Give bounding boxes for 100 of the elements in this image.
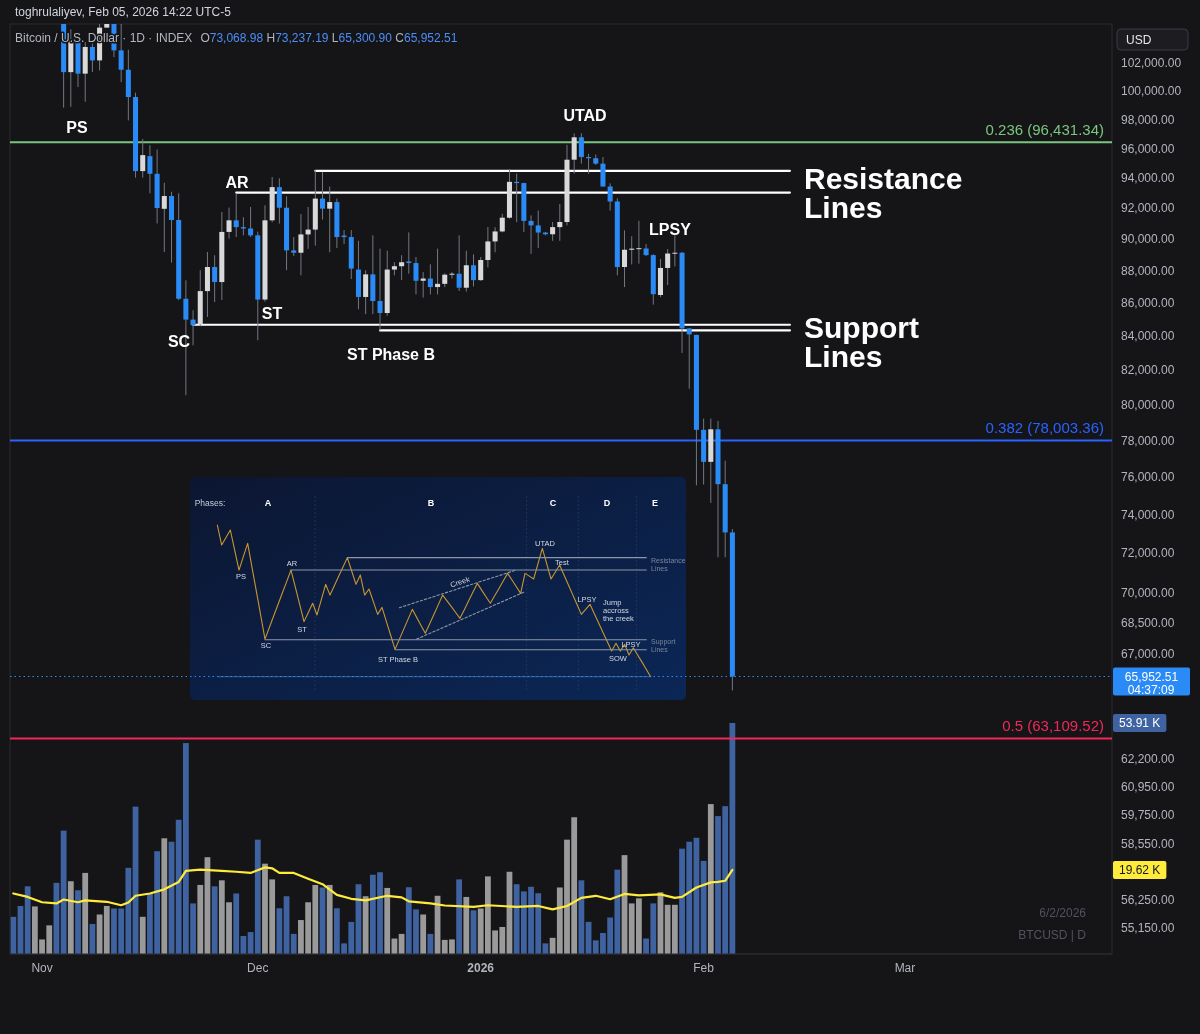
candlestick bbox=[600, 156, 606, 188]
bar bbox=[578, 880, 585, 954]
y-tick-label: 84,000.00 bbox=[1121, 329, 1175, 344]
candlestick bbox=[492, 226, 498, 253]
bar bbox=[60, 830, 67, 954]
bar bbox=[82, 872, 89, 954]
ref-line-label: 0.5 (63,109.52) bbox=[1002, 716, 1104, 734]
y-tick-label: 94,000.00 bbox=[1121, 171, 1175, 186]
bar bbox=[700, 860, 707, 954]
y-tick-label: 96,000.00 bbox=[1121, 141, 1175, 156]
candlestick bbox=[363, 269, 369, 315]
y-tick-label: 56,250.00 bbox=[1121, 893, 1175, 908]
bar bbox=[67, 881, 74, 954]
bar bbox=[254, 839, 261, 954]
y-tick-label: 70,000.00 bbox=[1121, 585, 1175, 600]
candlestick bbox=[485, 226, 491, 268]
candlestick bbox=[427, 263, 433, 295]
candlestick bbox=[168, 191, 175, 264]
y-tick-label: 86,000.00 bbox=[1121, 296, 1175, 311]
candlestick bbox=[686, 327, 692, 390]
annotation: Support Lines bbox=[804, 310, 919, 373]
y-tick-label: 68,500.00 bbox=[1121, 616, 1175, 631]
y-tick-label: 98,000.00 bbox=[1121, 112, 1175, 127]
text: 19.62 K bbox=[1119, 862, 1161, 877]
y-tick-label: 59,750.00 bbox=[1121, 808, 1175, 823]
candlestick bbox=[636, 220, 642, 265]
bar bbox=[456, 879, 463, 954]
candlestick bbox=[212, 254, 218, 303]
y-tick-label: 76,000.00 bbox=[1121, 470, 1175, 485]
bar bbox=[290, 933, 297, 954]
candlestick bbox=[571, 132, 577, 175]
y-tick-label: 58,550.00 bbox=[1121, 836, 1175, 851]
y-tick-label: 67,000.00 bbox=[1121, 647, 1175, 662]
candlestick bbox=[578, 132, 584, 165]
candlestick bbox=[226, 207, 232, 240]
y-tick-label: 90,000.00 bbox=[1121, 232, 1175, 247]
currency-button: USD bbox=[1116, 28, 1189, 51]
y-tick-label: 62,200.00 bbox=[1121, 751, 1175, 766]
candlestick bbox=[463, 250, 469, 293]
annotation: SC bbox=[167, 332, 191, 350]
candlestick bbox=[406, 231, 412, 275]
candlestick bbox=[298, 213, 304, 276]
candlestick bbox=[399, 254, 405, 281]
candlestick bbox=[672, 234, 678, 267]
candlestick bbox=[140, 138, 146, 179]
bar bbox=[89, 923, 96, 954]
text: toghrulaliyev, Feb 05, 2026 14:22 UTC-5 bbox=[15, 5, 232, 19]
bar bbox=[384, 887, 391, 954]
bar bbox=[197, 884, 204, 954]
y-tick-label: 72,000.00 bbox=[1121, 546, 1175, 561]
annotation: ST bbox=[261, 304, 283, 322]
annotation: BTCUSD | D bbox=[1018, 928, 1087, 942]
annotation: D bbox=[603, 498, 611, 508]
y-tick-label: 88,000.00 bbox=[1121, 264, 1175, 278]
annotation: B bbox=[427, 498, 435, 508]
y-tick-label: 100,000.00 bbox=[1121, 84, 1182, 99]
candlestick bbox=[557, 203, 563, 242]
candlestick bbox=[276, 177, 282, 225]
bar bbox=[103, 905, 110, 954]
ref-line-label: 0.382 (78,003.36) bbox=[985, 419, 1104, 437]
text: O73,068.98 H73,237.19 L65,300.90 C65,952.51 bbox=[200, 31, 458, 45]
annotation: A bbox=[264, 498, 272, 508]
bar bbox=[463, 896, 470, 954]
annotation: Resistance Lines bbox=[804, 161, 963, 224]
candlestick bbox=[435, 248, 441, 295]
annotation: PS bbox=[66, 118, 88, 136]
bar bbox=[75, 890, 81, 954]
candlestick bbox=[118, 23, 124, 83]
candlestick bbox=[240, 216, 246, 236]
y-tick-label: 82,000.00 bbox=[1121, 363, 1175, 378]
candlestick bbox=[607, 182, 613, 211]
text: 65,952.51 bbox=[1124, 669, 1179, 684]
annotation: 6/2/2026 bbox=[1039, 906, 1087, 920]
candlestick bbox=[413, 256, 419, 295]
candlestick bbox=[478, 256, 484, 282]
bar bbox=[707, 804, 714, 954]
x-tick-label: Dec bbox=[247, 961, 269, 975]
y-tick-label: 92,000.00 bbox=[1121, 201, 1175, 216]
bar bbox=[161, 838, 168, 954]
bar bbox=[24, 886, 31, 954]
y-axis-title: USD bbox=[1126, 33, 1152, 47]
candlestick bbox=[233, 193, 239, 238]
annotation: LPSY bbox=[649, 220, 692, 238]
candlestick bbox=[291, 236, 297, 257]
bar bbox=[427, 933, 434, 954]
candlestick bbox=[550, 221, 556, 242]
candlestick bbox=[449, 271, 455, 280]
annotation: C bbox=[549, 498, 557, 508]
x-tick-label: Nov bbox=[31, 961, 53, 975]
bar bbox=[276, 908, 283, 954]
annotation: UTAD bbox=[563, 106, 607, 124]
candlestick bbox=[147, 144, 153, 194]
candlestick bbox=[89, 42, 95, 73]
annotation: AR bbox=[225, 173, 249, 191]
candlestick bbox=[327, 186, 333, 253]
y-tick-label: 80,000.00 bbox=[1121, 398, 1175, 413]
y-tick-label: 60,950.00 bbox=[1121, 780, 1175, 795]
candlestick bbox=[499, 213, 505, 233]
candlestick bbox=[622, 229, 628, 288]
y-tick-label: 55,150.00 bbox=[1121, 921, 1175, 936]
